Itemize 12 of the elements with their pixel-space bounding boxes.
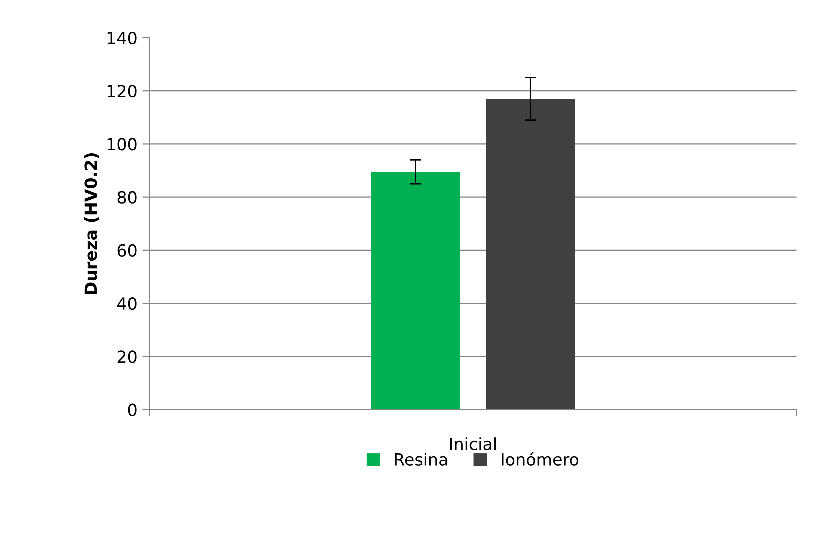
y-tick-label: 0 [128,404,137,416]
y-tick-label: 60 [118,244,137,258]
y-tick-label: 120 [108,85,137,98]
y-tick-label: 100 [108,138,137,151]
y-tick-label: 20 [118,350,137,364]
y-axis-title: Dureza (HV0.2) [84,154,100,294]
y-tick-label: 80 [118,191,137,204]
y-tick-label: 40 [117,298,137,310]
x-tick-label: Inicial [450,438,496,450]
y-tick-label: 140 [108,32,137,45]
legend-label: Resina [395,453,448,466]
legend-label: Ionómero [502,452,579,466]
